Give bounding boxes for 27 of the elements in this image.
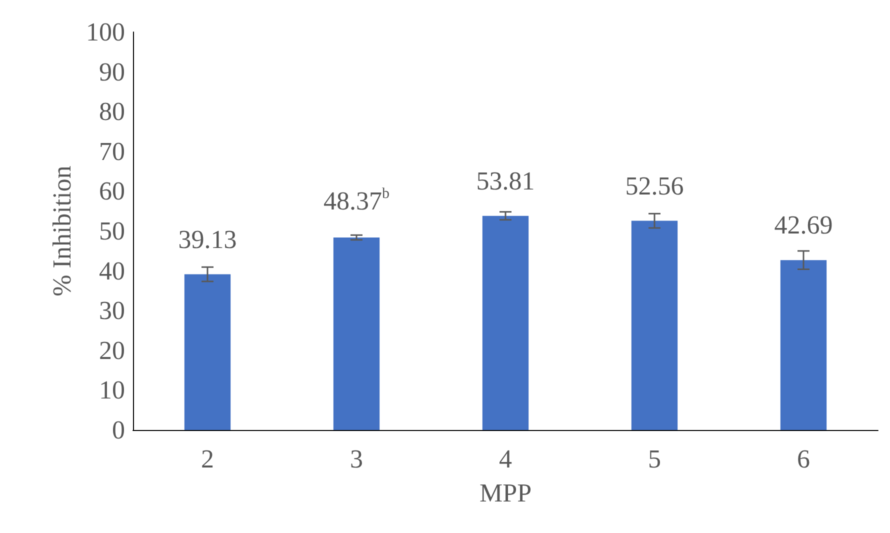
y-tick-label: 20 (99, 336, 125, 365)
y-tick-label: 40 (99, 256, 125, 286)
x-tick-label: 2 (201, 444, 214, 474)
y-tick-label: 60 (99, 176, 125, 206)
y-tick-label: 80 (99, 97, 125, 126)
data-label: 52.56 (625, 171, 684, 200)
y-tick-label: 0 (112, 416, 125, 444)
y-axis-title: % Inhibition (48, 166, 76, 296)
y-tick-label: 50 (99, 216, 125, 246)
x-tick-label: 3 (350, 444, 363, 474)
bar (184, 274, 231, 430)
x-tick-label: 5 (648, 444, 661, 474)
bar (482, 216, 529, 430)
data-label: 53.81 (476, 166, 535, 196)
data-label: 39.13 (178, 224, 237, 254)
bar (780, 260, 827, 430)
y-tick-label: 100 (86, 18, 125, 46)
x-tick-label: 4 (499, 444, 512, 474)
y-tick-label: 30 (99, 296, 125, 326)
y-tick-label: 10 (99, 376, 125, 405)
x-axis-title: MPP (479, 478, 532, 508)
x-tick-label: 6 (797, 444, 810, 474)
bar (631, 220, 678, 430)
y-tick-label: 90 (99, 57, 125, 86)
y-tick-label: 70 (99, 136, 125, 166)
data-label: 42.69 (774, 210, 833, 240)
bar (333, 237, 380, 430)
